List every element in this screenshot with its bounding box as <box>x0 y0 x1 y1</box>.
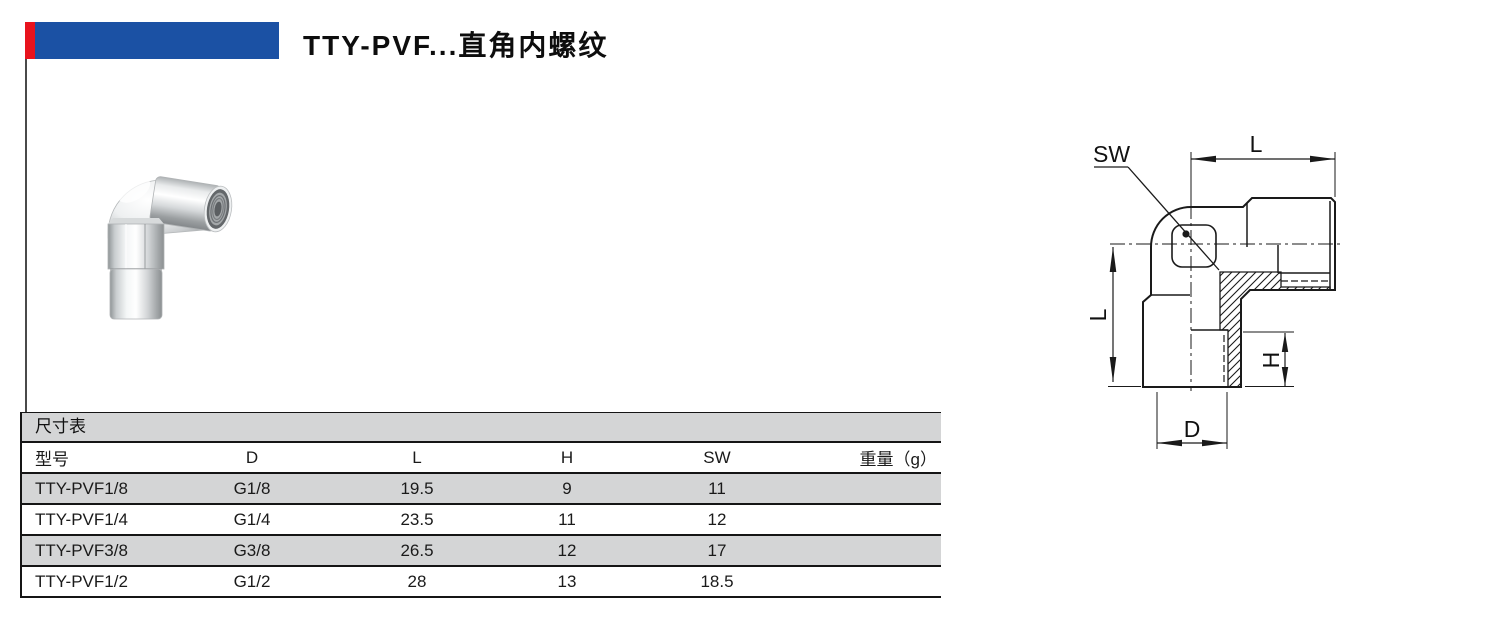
table-row: TTY-PVF3/8 G3/8 26.5 12 17 <box>22 535 941 566</box>
cell-model: TTY-PVF1/2 <box>35 571 128 591</box>
inner-edges <box>1151 201 1331 331</box>
dimension-table: 尺寸表 型号 D L H SW 重量（g） TTY-PVF1/8 G1/8 19… <box>20 412 941 598</box>
cell-SW: 18.5 <box>700 571 734 591</box>
table-header-row: 型号 D L H SW 重量（g） <box>22 443 941 473</box>
dim-L-top: L <box>1190 131 1336 204</box>
page-title: TTY-PVF...直角内螺纹 <box>303 30 609 61</box>
banner-blue-bar <box>35 22 279 59</box>
col-header-SW: SW <box>703 447 731 467</box>
dim-H: H <box>1243 331 1294 387</box>
cell-H: 11 <box>558 509 576 529</box>
cell-L: 26.5 <box>400 540 434 560</box>
wrench-flat-square <box>1171 224 1217 268</box>
cell-L: 23.5 <box>400 509 434 529</box>
dim-label-D: D <box>1184 416 1201 442</box>
cell-model: TTY-PVF3/8 <box>35 540 128 560</box>
cell-L: 28 <box>407 571 427 591</box>
cell-model: TTY-PVF1/4 <box>35 509 128 529</box>
elbow-fitting-illustration <box>107 176 233 320</box>
table-caption: 尺寸表 <box>22 413 941 443</box>
cell-H: 13 <box>557 571 577 591</box>
col-header-L: L <box>412 447 422 467</box>
table-row: TTY-PVF1/4 G1/4 23.5 11 12 <box>22 504 941 535</box>
thread-lines <box>1223 280 1330 384</box>
dim-label-SW: SW <box>1093 141 1130 167</box>
page-rule-line <box>25 24 27 412</box>
table-row: TTY-PVF1/8 G1/8 19.5 9 11 <box>22 473 941 504</box>
center-lines <box>1110 204 1341 391</box>
cell-weight <box>802 473 941 504</box>
cell-D: G3/8 <box>233 540 271 560</box>
dim-label-L-top: L <box>1250 131 1263 157</box>
cell-D: G1/8 <box>233 478 271 498</box>
header-banner <box>25 22 279 59</box>
dim-L-left: L <box>1085 247 1141 387</box>
col-header-weight: 重量（g） <box>859 450 937 469</box>
cell-weight <box>802 504 941 535</box>
dim-label-H: H <box>1258 352 1284 369</box>
cell-D: G1/2 <box>233 571 271 591</box>
dim-label-L-left: L <box>1085 308 1111 321</box>
col-header-D: D <box>245 447 259 467</box>
cell-H: 12 <box>557 540 577 560</box>
cell-model: TTY-PVF1/8 <box>35 478 128 498</box>
col-header-model: 型号 <box>35 450 69 469</box>
cell-weight <box>802 535 941 566</box>
product-photo <box>107 176 233 320</box>
cell-SW: 17 <box>707 540 727 560</box>
sw-leader-line <box>1094 166 1220 271</box>
table-row: TTY-PVF1/2 G1/2 28 13 18.5 <box>22 566 941 597</box>
tech-drawing: L L H D SW <box>1085 131 1341 449</box>
dim-D: D <box>1156 392 1228 449</box>
cell-L: 19.5 <box>400 478 434 498</box>
cell-SW: 11 <box>708 478 726 498</box>
col-header-H: H <box>560 447 574 467</box>
cell-D: G1/4 <box>233 509 271 529</box>
cell-H: 9 <box>562 478 572 498</box>
cell-SW: 12 <box>707 509 727 529</box>
fitting-outline <box>1142 197 1336 388</box>
cell-weight <box>802 566 941 597</box>
sw-leader-dot <box>1182 230 1190 238</box>
banner-red-stripe <box>25 22 35 59</box>
